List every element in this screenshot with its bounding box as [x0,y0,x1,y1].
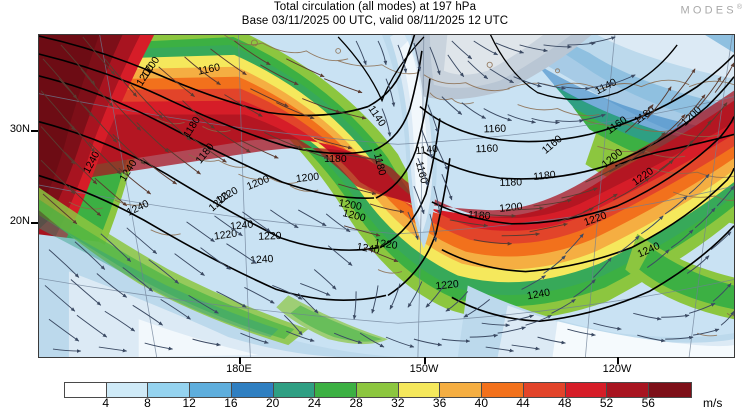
title-line-1: Total circulation (all modes) at 197 hPa [273,1,477,13]
colorbar-unit-label: m/s [703,396,723,410]
colorbar-tick-label: 24 [307,396,322,410]
contour-label: 1180 [371,152,387,177]
colorbar-tick-label: 32 [391,396,405,410]
colorbar-segment [523,383,566,397]
contour-label: 1180 [533,170,557,183]
contour-label: 1140 [415,144,439,157]
colorbar-tick-label: 36 [432,396,447,410]
colorbar-tick-label: 44 [516,396,530,410]
lon-label-150w: 150W [409,363,439,375]
title-line-2: Base 03/11/2025 00 UTC, valid 08/11/2025… [241,14,509,27]
lon-tick-150w [424,357,426,364]
contour-label: 1160 [197,62,221,77]
colorbar-segment [106,383,149,397]
contour-label: 1160 [483,124,506,136]
colorbar-segment [357,383,399,397]
colorbar[interactable] [64,382,692,398]
lon-tick-180e [239,357,241,364]
colorbar-tick-label: 20 [265,396,280,410]
colorbar-segment [315,383,358,397]
contour-label: 1180 [468,210,491,223]
colorbar-tick-label: 4 [102,396,110,410]
contour-label: 1200 [499,202,523,215]
contour-label: 1220 [213,229,238,243]
colorbar-tick-label: 16 [224,396,238,410]
colorbar-segment [190,383,232,397]
colorbar-segment [148,383,191,397]
contour-label: 1240 [250,254,274,267]
registered-mark-icon: ® [736,4,742,11]
colorbar-tick-label: 52 [599,396,614,410]
colorbar-tick-label: 56 [641,396,655,410]
contour-label: 1200 [295,172,319,185]
colorbar-segment [231,383,274,397]
brand-text: MODES [680,4,737,17]
lon-tick-120w [617,357,619,364]
colorbar-segment [273,383,316,397]
colorbar-tick-label: 40 [474,396,488,410]
lon-label-180e: 180E [226,363,252,375]
contour-label: 1180 [324,154,347,165]
contour-label: 1180 [499,177,522,189]
lat-label-20n: 20N [9,215,30,227]
colorbar-segment [440,383,483,397]
colorbar-segment [607,383,650,397]
contour-label: 1220 [258,231,282,243]
colorbar-segment [565,383,608,397]
colorbar-tick-label: 8 [144,396,151,410]
map-canvas: 1200 1240 1240 1180 1180 1200 1220 1160 … [39,35,734,357]
lon-label-120w: 120W [602,363,632,375]
colorbar-tick-label: 48 [558,396,572,410]
colorbar-segment [649,383,691,397]
lat-label-30n: 30N [9,123,30,135]
contour-label: 1240 [230,219,254,232]
contour-label: 1200 [341,208,366,224]
colorbar-segment [65,383,107,397]
colorbar-segment [482,383,524,397]
contour-label: 1200 [338,198,363,213]
modes-logo: MODES® [680,4,742,17]
colorbar-segment [398,383,441,397]
map-panel[interactable]: 1200 1240 1240 1180 1180 1200 1220 1160 … [38,34,735,358]
lat-tick-30n [31,130,38,132]
page-title: Total circulation (all modes) at 197 hPa… [0,1,750,28]
contour-label: 1220 [374,238,399,252]
contour-label: 1160 [475,144,498,156]
colorbar-tick-label: 28 [349,396,363,410]
contour-label: 1240 [526,287,551,302]
colorbar-tick-label: 12 [182,396,196,410]
contour-label: 1160 [413,160,429,185]
lat-tick-20n [31,222,38,224]
